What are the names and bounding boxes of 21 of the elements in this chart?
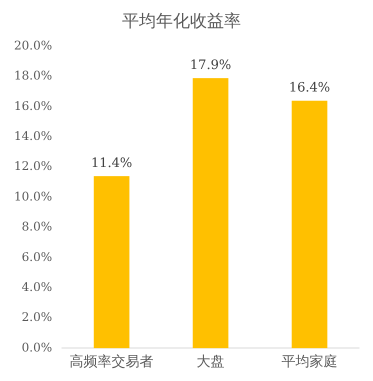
bar (192, 78, 228, 348)
data-label: 17.9% (190, 58, 232, 73)
y-tick-label: 0.0% (22, 340, 52, 354)
y-tick-label: 20.0% (14, 38, 52, 53)
y-tick-label: 4.0% (22, 280, 52, 294)
data-label: 11.4% (90, 156, 132, 172)
y-tick-label: 18.0% (14, 68, 52, 83)
chart-title: 平均年化收益率 (122, 12, 241, 32)
x-tick-label: 高频率交易者 (70, 354, 154, 370)
data-label: 16.4% (288, 80, 330, 96)
x-tick-label: 平均家庭 (282, 354, 338, 370)
bar (292, 100, 328, 348)
y-tick-label: 12.0% (14, 159, 52, 174)
x-tick-label: 大盘 (196, 354, 225, 370)
y-tick-label: 16.0% (14, 98, 52, 113)
y-tick-label: 2.0% (22, 310, 52, 324)
y-tick-label: 6.0% (22, 250, 52, 264)
y-tick-label: 8.0% (22, 220, 52, 234)
y-tick-label: 14.0% (14, 129, 52, 144)
y-tick-label: 10.0% (14, 189, 52, 204)
bar (94, 176, 130, 348)
